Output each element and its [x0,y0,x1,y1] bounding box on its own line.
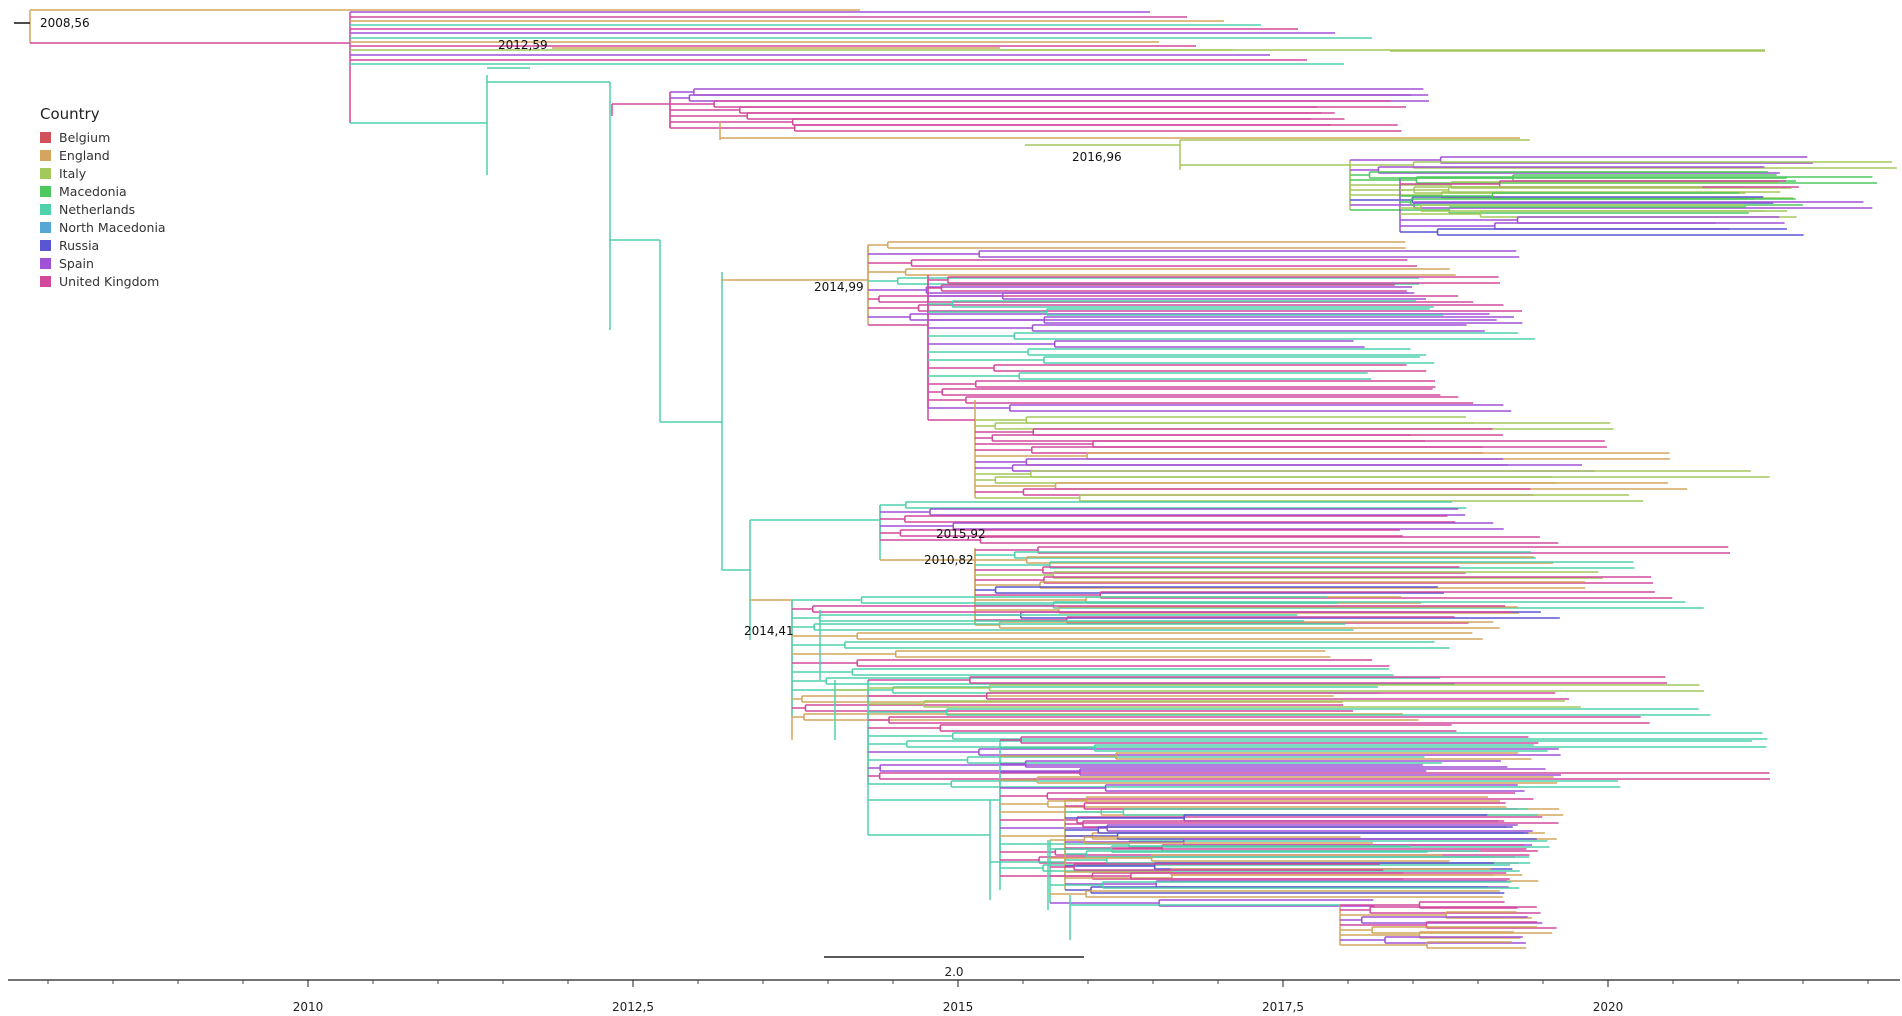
node-label: 2016,96 [1072,150,1122,164]
legend-label: Macedonia [59,183,127,199]
legend-item: England [40,146,166,164]
scale-bar: 2.0 [824,956,1084,979]
node-label: 2015,92 [936,527,986,541]
legend-item: Macedonia [40,182,166,200]
legend-label: United Kingdom [59,273,160,289]
legend-label: Netherlands [59,201,136,217]
legend-title: Country [40,105,100,123]
node-label-root: 2008,56 [40,16,90,30]
legend-label: Italy [59,165,87,181]
legend-label: Russia [59,237,100,253]
legend-item: Belgium [40,128,166,146]
legend-item: United Kingdom [40,272,166,290]
legend-swatch [40,239,51,251]
legend: Country Belgium England Italy Macedonia Neth… [40,105,166,290]
axis-major-ticks: 2010 2012,5 2015 2017,5 2020 [293,980,1624,1014]
axis-tick-label: 2017,5 [1262,1000,1304,1014]
legend-swatch [40,257,51,269]
legend-swatch [40,203,51,215]
axis-tick-label: 2010 [293,1000,324,1014]
axis-tick-label: 2012,5 [612,1000,654,1014]
legend-swatch [40,185,51,197]
legend-swatch [40,221,51,233]
tree-branches [29,9,1897,949]
legend-label: Spain [59,255,94,271]
legend-label: North Macedonia [59,219,166,235]
node-label: 2012,59 [498,38,548,52]
axis-tick-label: 2020 [1593,1000,1624,1014]
legend-item: Italy [40,164,166,182]
legend-label: Belgium [59,129,111,145]
legend-item: Spain [40,254,166,272]
time-axis: 2010 2012,5 2015 2017,5 2020 [8,979,1900,1014]
node-label: 2014,99 [814,280,864,294]
node-label: 2010,82 [924,553,974,567]
node-label: 2014,41 [744,624,794,638]
legend-swatch [40,149,51,161]
legend-label: England [59,147,110,163]
legend-swatch [40,167,51,179]
legend-swatch [40,131,51,143]
axis-tick-label: 2015 [943,1000,974,1014]
legend-item: Russia [40,236,166,254]
legend-item: North Macedonia [40,218,166,236]
node-labels: 2008,56 2012,59 2016,96 2014,99 2015,92 … [40,16,1122,638]
scale-bar-label: 2.0 [944,965,963,979]
legend-swatch [40,275,51,287]
legend-item: Netherlands [40,200,166,218]
